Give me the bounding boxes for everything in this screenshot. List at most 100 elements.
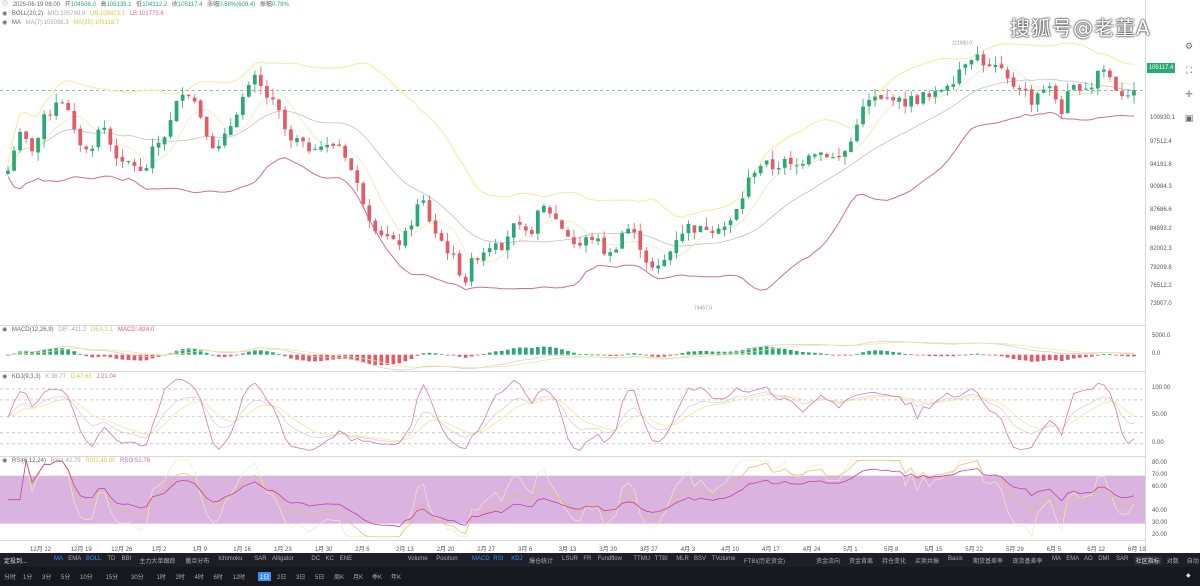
indicator-item[interactable]: MACD [472, 556, 490, 562]
timeframe-item[interactable]: 6时 [213, 575, 223, 581]
indicator-item[interactable]: SAR [254, 556, 267, 562]
crosshair-icon[interactable]: ✛ [1185, 89, 1193, 99]
indicator-item[interactable]: Alligator [272, 556, 294, 562]
indicator-item[interactable]: 资金背离 [849, 559, 874, 565]
eye-icon[interactable]: ◉ [2, 327, 8, 333]
settings-icon[interactable]: ⚙ [1184, 41, 1194, 51]
macd-bar [704, 351, 709, 355]
candle [174, 100, 179, 122]
macd-bar [1023, 354, 1028, 361]
timeframe-item[interactable]: 4时 [194, 575, 204, 581]
candle [397, 233, 402, 251]
indicator-item[interactable]: RSI [493, 556, 504, 562]
timeframe-item[interactable]: 季K [372, 575, 383, 581]
eye-icon[interactable]: ◉ [2, 11, 8, 17]
timeframe-item[interactable]: 5分 [61, 575, 71, 581]
screenshot-icon[interactable]: ▣ [1184, 113, 1194, 123]
indicator-item[interactable]: FTBI(历史资金) [744, 559, 785, 565]
candle [1035, 91, 1040, 113]
indicator-item[interactable]: FR [583, 556, 592, 562]
kdj-chart[interactable] [0, 372, 1145, 456]
macd-bar [427, 352, 432, 355]
timeframe-item[interactable]: 5日 [315, 575, 325, 581]
timeframe-item[interactable]: 15分 [105, 575, 119, 581]
indicator-item[interactable]: 期货基差率 [973, 559, 1004, 565]
indicator-item[interactable]: AO [1084, 556, 1093, 562]
date-axis: 12月 12 12月 19 12月 26 1月 2 1月 9 1月 16 1月 23 1月 3… [0, 540, 1146, 554]
candle [271, 88, 275, 105]
ma7-value: MA(7):105098.3 [25, 20, 69, 26]
low-annotation: 74457.0 [694, 306, 712, 312]
indicator-item[interactable]: DC [311, 556, 321, 562]
timeframe-item[interactable]: 10分 [80, 575, 93, 581]
eye-icon[interactable]: ◉ [2, 458, 8, 464]
indicator-item[interactable]: KC [325, 556, 334, 562]
timeframe-item[interactable]: 2日 [277, 575, 287, 581]
price-axis[interactable]: ⚙ ⛶ ✛ ▣ [1145, 0, 1200, 552]
indicator-item[interactable]: TD [107, 556, 116, 562]
indicator-item[interactable]: BSV [694, 556, 707, 562]
timeframe-item[interactable]: 3分 [42, 575, 52, 581]
indicator-item[interactable]: LSUR [562, 556, 579, 562]
indicator-item[interactable]: Ichimoku [218, 556, 243, 562]
indicator-item[interactable]: SAR [1116, 556, 1129, 562]
candle [1005, 66, 1010, 84]
indicator-item[interactable]: Basis [948, 556, 963, 562]
indicator-item[interactable]: 资金流向 [816, 559, 841, 565]
indicator-item[interactable]: ENE [339, 556, 353, 562]
candle [1017, 85, 1022, 96]
indicator-item[interactable]: DMI [1098, 556, 1110, 562]
timeframe-item[interactable]: 30分 [131, 575, 144, 581]
indicator-item[interactable]: Position [436, 556, 458, 562]
rsi-chart[interactable] [0, 457, 1145, 540]
timeframe-item[interactable]: 3日 [296, 575, 306, 581]
timeframe-item[interactable]: 1日 [258, 572, 272, 581]
indicator-item[interactable]: Fundflow [597, 556, 622, 562]
timeframe-item[interactable]: 月K [353, 575, 364, 581]
indicator-item[interactable]: MLR [676, 556, 689, 562]
candle [379, 226, 384, 238]
indicator-item[interactable]: 自动 [1186, 559, 1199, 565]
timeframe-item[interactable]: 周K [334, 575, 345, 581]
indicator-item[interactable]: 现货基差率 [1012, 559, 1043, 565]
timeframe-item[interactable]: 2时 [175, 575, 185, 581]
macd-bar [241, 353, 245, 355]
ma7-line [7, 62, 1135, 263]
macd-dif-line [7, 340, 1135, 371]
macd-bar [90, 354, 95, 358]
candle [12, 145, 16, 172]
indicator-item[interactable]: 主力大单跟踪 [139, 559, 176, 565]
indicator-item[interactable]: TVolume [711, 556, 736, 562]
eye-icon[interactable]: ◉ [2, 20, 8, 26]
indicator-item[interactable]: Volume [407, 556, 428, 562]
rsi1-value: RSI1:42.79 [50, 458, 81, 464]
timeframe-item[interactable]: 年K [391, 575, 402, 581]
indicator-item[interactable]: KDJ [511, 556, 523, 562]
candle [192, 94, 197, 104]
eye-icon[interactable]: ◉ [2, 374, 8, 380]
timeframe-item[interactable]: 1时 [156, 575, 166, 581]
timeframe-item[interactable]: 12时 [232, 575, 246, 581]
indicator-item[interactable]: EMA [1066, 556, 1080, 562]
fullscreen-icon[interactable]: ⛶ [1185, 65, 1193, 75]
indicator-item[interactable]: MA [1052, 556, 1061, 562]
indicator-item[interactable]: 撒旦分布 [185, 559, 210, 565]
indicator-item[interactable]: 对数 [1166, 559, 1179, 565]
indicator-item[interactable]: EMA [68, 556, 82, 562]
indicator-item[interactable]: TTMU [633, 556, 651, 562]
candle [758, 163, 763, 176]
indicator-item[interactable]: 爆仓统计 [529, 559, 554, 565]
indicator-item[interactable]: TTBI [654, 556, 668, 562]
timeframe-item[interactable]: 分时 [4, 575, 17, 581]
timeframe-item[interactable]: 1分 [23, 575, 33, 581]
indicator-item[interactable]: 买卖共振 [915, 559, 940, 565]
candlestick-chart[interactable]: 111980.0 74457.0 [0, 0, 1145, 325]
indicator-item[interactable]: 社区指标 [1133, 556, 1162, 565]
indicator-item[interactable]: BOLL [86, 556, 102, 562]
indicator-item[interactable]: MA [54, 556, 63, 562]
date-tick-label: 6月 5 [1046, 547, 1062, 553]
indicator-item[interactable]: BBI [121, 556, 132, 562]
indicator-item[interactable]: 持仓变化 [882, 559, 907, 565]
macd-bar [493, 351, 498, 355]
macd-chart[interactable] [0, 326, 1145, 371]
